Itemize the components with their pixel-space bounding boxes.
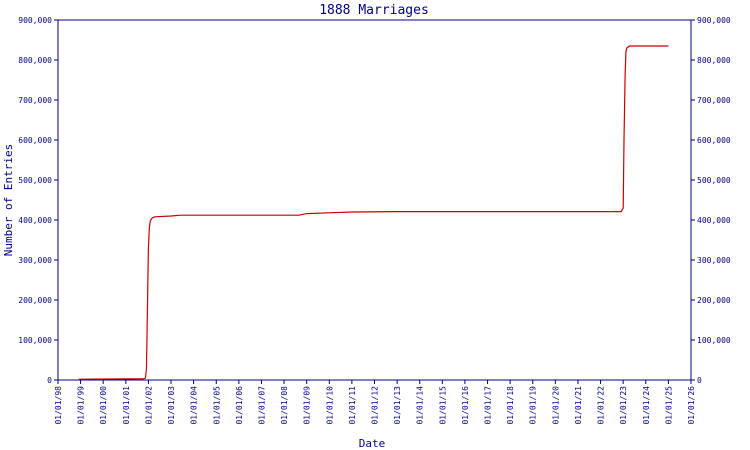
x-tick-label: 01/01/04 [190, 386, 199, 425]
x-tick-label: 01/01/25 [664, 386, 673, 425]
y-tick-label-left: 100,000 [18, 336, 52, 345]
y-tick-label-right: 800,000 [697, 56, 731, 65]
x-tick-label: 01/01/18 [506, 386, 515, 425]
x-tick-label: 01/01/99 [77, 386, 86, 425]
x-tick-label: 01/01/23 [619, 386, 628, 425]
y-tick-label-right: 900,000 [697, 16, 731, 25]
x-tick-label: 01/01/13 [393, 386, 402, 425]
ticks: 0 0 100,000 100,000 200,000 200,000 300,000 300… [18, 16, 731, 425]
y-tick-label-left: 800,000 [18, 56, 52, 65]
y-tick-label-left: 300,000 [18, 256, 52, 265]
y-axis-label: Number of Entries [2, 144, 15, 257]
x-tick-label: 01/01/12 [370, 386, 379, 425]
x-tick-label: 01/01/02 [144, 386, 153, 425]
x-axis-label: Date [359, 437, 386, 450]
x-tick-label: 01/01/17 [484, 386, 493, 425]
x-tick-label: 01/01/06 [235, 386, 244, 425]
x-tick-label: 01/01/09 [303, 386, 312, 425]
x-tick-label: 01/01/03 [167, 386, 176, 425]
x-tick-label: 01/01/22 [597, 386, 606, 425]
x-tick-label: 01/01/15 [438, 386, 447, 425]
y-tick-label-right: 200,000 [697, 296, 731, 305]
y-tick-label-left: 700,000 [18, 96, 52, 105]
x-tick-label: 01/01/01 [122, 386, 131, 425]
y-tick-label-right: 400,000 [697, 216, 731, 225]
y-tick-label-left: 500,000 [18, 176, 52, 185]
y-tick-label-right: 100,000 [697, 336, 731, 345]
x-tick-label: 01/01/20 [551, 386, 560, 425]
y-tick-label-left: 400,000 [18, 216, 52, 225]
x-tick-label: 01/01/11 [348, 386, 357, 425]
x-tick-label: 01/01/26 [687, 386, 696, 425]
chart-title: 1888 Marriages [319, 3, 429, 18]
y-tick-label-left: 600,000 [18, 136, 52, 145]
y-tick-label-right: 500,000 [697, 176, 731, 185]
y-tick-label-right: 600,000 [697, 136, 731, 145]
x-tick-label: 01/01/24 [642, 386, 651, 425]
x-tick-label: 01/01/98 [54, 386, 63, 425]
y-tick-label-left: 200,000 [18, 296, 52, 305]
x-tick-label: 01/01/08 [280, 386, 289, 425]
x-tick-label: 01/01/14 [416, 386, 425, 425]
x-tick-label: 01/01/07 [257, 386, 266, 425]
y-tick-label-left: 0 [47, 376, 52, 385]
plot-frame [57, 19, 692, 381]
y-tick-label-right: 0 [697, 376, 702, 385]
x-tick-label: 01/01/00 [99, 386, 108, 425]
series-line [78, 45, 669, 380]
y-tick-label-right: 700,000 [697, 96, 731, 105]
x-tick-label: 01/01/05 [212, 386, 221, 425]
x-tick-label: 01/01/19 [529, 386, 538, 425]
x-tick-label: 01/01/16 [461, 386, 470, 425]
x-tick-label: 01/01/21 [574, 386, 583, 425]
y-tick-label-right: 300,000 [697, 256, 731, 265]
y-tick-label-left: 900,000 [18, 16, 52, 25]
x-tick-label: 01/01/10 [325, 386, 334, 425]
